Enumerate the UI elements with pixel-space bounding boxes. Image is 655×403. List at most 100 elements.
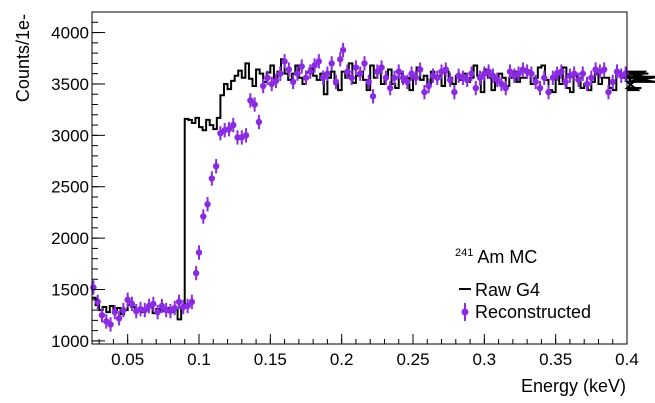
reconstructed-point bbox=[328, 60, 335, 67]
y-tick-label: 1000 bbox=[51, 332, 89, 351]
reconstructed-point bbox=[498, 80, 505, 88]
reconstructed-point bbox=[485, 68, 492, 75]
x-tick-label: 0.3 bbox=[473, 350, 497, 369]
reconstructed-point bbox=[416, 66, 424, 73]
reconstructed-point bbox=[208, 175, 216, 182]
reconstructed-point bbox=[204, 201, 211, 208]
reconstructed-point bbox=[277, 70, 284, 77]
x-tick-label: 0.4 bbox=[615, 350, 639, 369]
reconstructed-point bbox=[622, 70, 629, 77]
reconstructed-point bbox=[515, 70, 522, 77]
y-tick-label: 3500 bbox=[51, 75, 89, 94]
reconstructed-point bbox=[260, 82, 267, 90]
reconstructed-point bbox=[302, 74, 310, 81]
reconstructed-point bbox=[324, 70, 331, 77]
reconstructed-point bbox=[446, 76, 454, 84]
legend-reconstructed-marker bbox=[461, 308, 469, 316]
reconstructed-point bbox=[307, 68, 314, 75]
reconstructed-point bbox=[255, 118, 263, 126]
reconstructed-point bbox=[192, 269, 200, 277]
x-tick-label: 0.1 bbox=[187, 350, 211, 369]
reconstructed-point bbox=[111, 308, 119, 316]
x-tick-label: 0.15 bbox=[254, 350, 287, 369]
reconstructed-point bbox=[493, 76, 501, 84]
reconstructed-point bbox=[315, 58, 323, 65]
reconstructed-point bbox=[150, 300, 157, 308]
reconstructed-point bbox=[464, 76, 471, 84]
legend-raw-label: Raw G4 bbox=[475, 280, 540, 300]
reconstructed-point bbox=[545, 88, 552, 96]
reconstructed-point bbox=[212, 162, 220, 170]
x-tick-label: 0.05 bbox=[111, 350, 144, 369]
reconstructed-point bbox=[361, 60, 368, 67]
reconstructed-point bbox=[571, 70, 578, 77]
reconstructed-point bbox=[583, 80, 591, 88]
reconstructed-point bbox=[154, 308, 161, 316]
reconstructed-point bbox=[311, 62, 318, 69]
reconstructed-point bbox=[352, 64, 360, 71]
reconstructed-point bbox=[536, 84, 544, 92]
reconstructed-point bbox=[562, 78, 569, 86]
reconstructed-point bbox=[434, 74, 441, 81]
reconstructed-point bbox=[605, 88, 612, 96]
reconstructed-point bbox=[251, 101, 258, 108]
reconstructed-point bbox=[541, 74, 548, 81]
reconstructed-point bbox=[506, 68, 514, 75]
plot-frame bbox=[91, 11, 628, 345]
reconstructed-point bbox=[319, 74, 327, 81]
reconstructed-point bbox=[195, 249, 203, 256]
reconstructed-point bbox=[107, 321, 114, 328]
reconstructed-point bbox=[408, 70, 415, 77]
reconstructed-point bbox=[412, 74, 420, 81]
reconstructed-point bbox=[120, 306, 127, 314]
reconstructed-point bbox=[141, 306, 148, 314]
x-axis-ticks: 0.05 0.1 0.15 0.2 0.25 0.3 0.35 0.4 bbox=[98, 334, 639, 369]
reconstructed-point bbox=[600, 66, 608, 73]
reconstructed-point bbox=[225, 125, 233, 133]
reconstructed-point bbox=[451, 88, 458, 96]
x-axis-label: Energy (keV) bbox=[521, 376, 626, 396]
reconstructed-point bbox=[532, 78, 539, 86]
legend-title-superscript: 241 bbox=[455, 247, 473, 259]
reconstructed-point bbox=[158, 302, 166, 310]
reconstructed-point bbox=[558, 68, 565, 75]
legend-reconstructed-label: Reconstructed bbox=[475, 302, 591, 322]
y-axis-label: Counts/1e- bbox=[13, 14, 33, 102]
reconstructed-point bbox=[272, 77, 280, 85]
reconstructed-point bbox=[579, 70, 586, 77]
reconstructed-point bbox=[442, 66, 450, 73]
reconstructed-point bbox=[339, 46, 347, 54]
x-tick-label: 0.2 bbox=[330, 350, 354, 369]
reconstructed-point bbox=[128, 300, 136, 308]
reconstructed-point bbox=[188, 298, 196, 306]
reconstructed-point bbox=[332, 78, 340, 86]
reconstructed-point bbox=[337, 56, 344, 63]
reconstructed-point bbox=[124, 296, 131, 304]
raw-g4-histogram bbox=[92, 58, 655, 321]
reconstructed-point bbox=[528, 70, 535, 77]
reconstructed-point bbox=[382, 74, 390, 81]
reconstructed-point bbox=[421, 88, 428, 96]
reconstructed-point bbox=[357, 70, 364, 77]
reconstructed-point bbox=[285, 66, 293, 73]
y-tick-label: 4000 bbox=[51, 24, 89, 43]
y-tick-label: 2500 bbox=[51, 178, 89, 197]
legend-title: 241 Am MC bbox=[455, 243, 537, 267]
reconstructed-point bbox=[609, 78, 616, 86]
reconstructed-point bbox=[613, 68, 621, 75]
x-tick-label: 0.35 bbox=[539, 350, 572, 369]
reconstructed-point bbox=[175, 298, 183, 306]
reconstructed-point bbox=[369, 93, 377, 100]
reconstructed-point bbox=[115, 315, 123, 322]
reconstructed-point bbox=[378, 64, 385, 71]
reconstructed-point bbox=[242, 132, 250, 139]
reconstructed-point bbox=[184, 302, 191, 310]
raw-g4-line bbox=[92, 58, 655, 321]
reconstructed-point bbox=[399, 74, 407, 81]
reconstructed-points bbox=[90, 42, 629, 332]
reconstructed-point bbox=[247, 97, 254, 104]
reconstructed-point bbox=[289, 78, 297, 86]
reconstructed-point bbox=[489, 72, 497, 79]
